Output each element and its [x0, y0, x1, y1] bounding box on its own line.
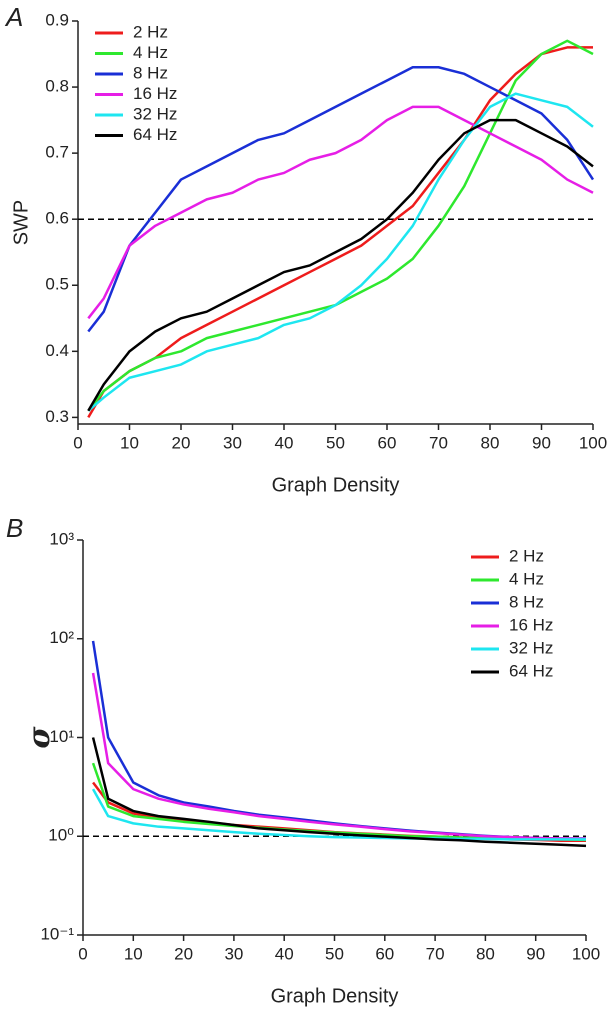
y-tick-label: 0.9: [45, 10, 69, 29]
legend-label: 64 Hz: [509, 661, 553, 680]
series-line: [91, 788, 586, 841]
series-line: [91, 672, 587, 841]
x-tick-label: 70: [426, 944, 445, 963]
legend-label: 32 Hz: [133, 104, 177, 123]
series-line: [87, 105, 594, 320]
series-line: [87, 118, 594, 412]
legend-label: 8 Hz: [509, 592, 544, 611]
x-tick-label: 100: [579, 433, 607, 452]
y-tick-label: 10¹: [49, 727, 74, 746]
x-tick-label: 80: [481, 433, 500, 452]
x-axis-label: Graph Density: [271, 985, 399, 1007]
panel-label: B: [6, 513, 23, 543]
series-line: [87, 92, 594, 412]
legend-label: 8 Hz: [133, 63, 168, 82]
x-tick-label: 100: [572, 944, 600, 963]
legend-label: 16 Hz: [509, 615, 553, 634]
legend-label: 16 Hz: [133, 84, 177, 103]
legend-label: 32 Hz: [509, 638, 553, 657]
x-tick-label: 60: [378, 433, 397, 452]
x-tick-label: 40: [275, 433, 294, 452]
legend-label: 2 Hz: [133, 22, 168, 41]
y-tick-label: 10⁻¹: [40, 924, 74, 943]
x-tick-label: 60: [375, 944, 394, 963]
x-tick-label: 50: [326, 433, 345, 452]
series-line: [91, 737, 587, 848]
y-tick-label: 0.4: [45, 341, 69, 360]
y-tick-label: 0.8: [45, 77, 69, 96]
y-tick-label: 10³: [49, 529, 74, 548]
x-tick-label: 0: [78, 944, 87, 963]
x-tick-label: 30: [224, 944, 243, 963]
x-axis-label: Graph Density: [272, 474, 400, 496]
x-tick-label: 50: [325, 944, 344, 963]
y-tick-label: 0.6: [45, 209, 69, 228]
x-tick-label: 40: [275, 944, 294, 963]
x-tick-label: 90: [526, 944, 545, 963]
x-tick-label: 10: [124, 944, 143, 963]
x-tick-label: 90: [532, 433, 551, 452]
y-tick-label: 0.7: [45, 143, 69, 162]
x-tick-label: 20: [172, 433, 191, 452]
legend-label: 4 Hz: [509, 569, 544, 588]
y-tick-label: 0.3: [45, 407, 69, 426]
x-tick-label: 0: [73, 433, 82, 452]
series-line: [87, 46, 593, 419]
legend-label: 64 Hz: [133, 125, 177, 144]
legend-label: 2 Hz: [509, 546, 544, 565]
y-axis-label: SWP: [10, 200, 32, 246]
y-tick-label: 0.5: [45, 275, 69, 294]
x-tick-label: 30: [223, 433, 242, 452]
panel-label: A: [4, 2, 23, 32]
y-tick-label: 10⁰: [48, 826, 74, 845]
x-tick-label: 80: [476, 944, 495, 963]
legend-label: 4 Hz: [133, 43, 168, 62]
y-axis-label: σ: [22, 726, 57, 749]
x-tick-label: 10: [120, 433, 139, 452]
y-tick-label: 10²: [49, 628, 74, 647]
x-tick-label: 70: [429, 433, 448, 452]
series-line: [87, 66, 595, 333]
x-tick-label: 20: [174, 944, 193, 963]
